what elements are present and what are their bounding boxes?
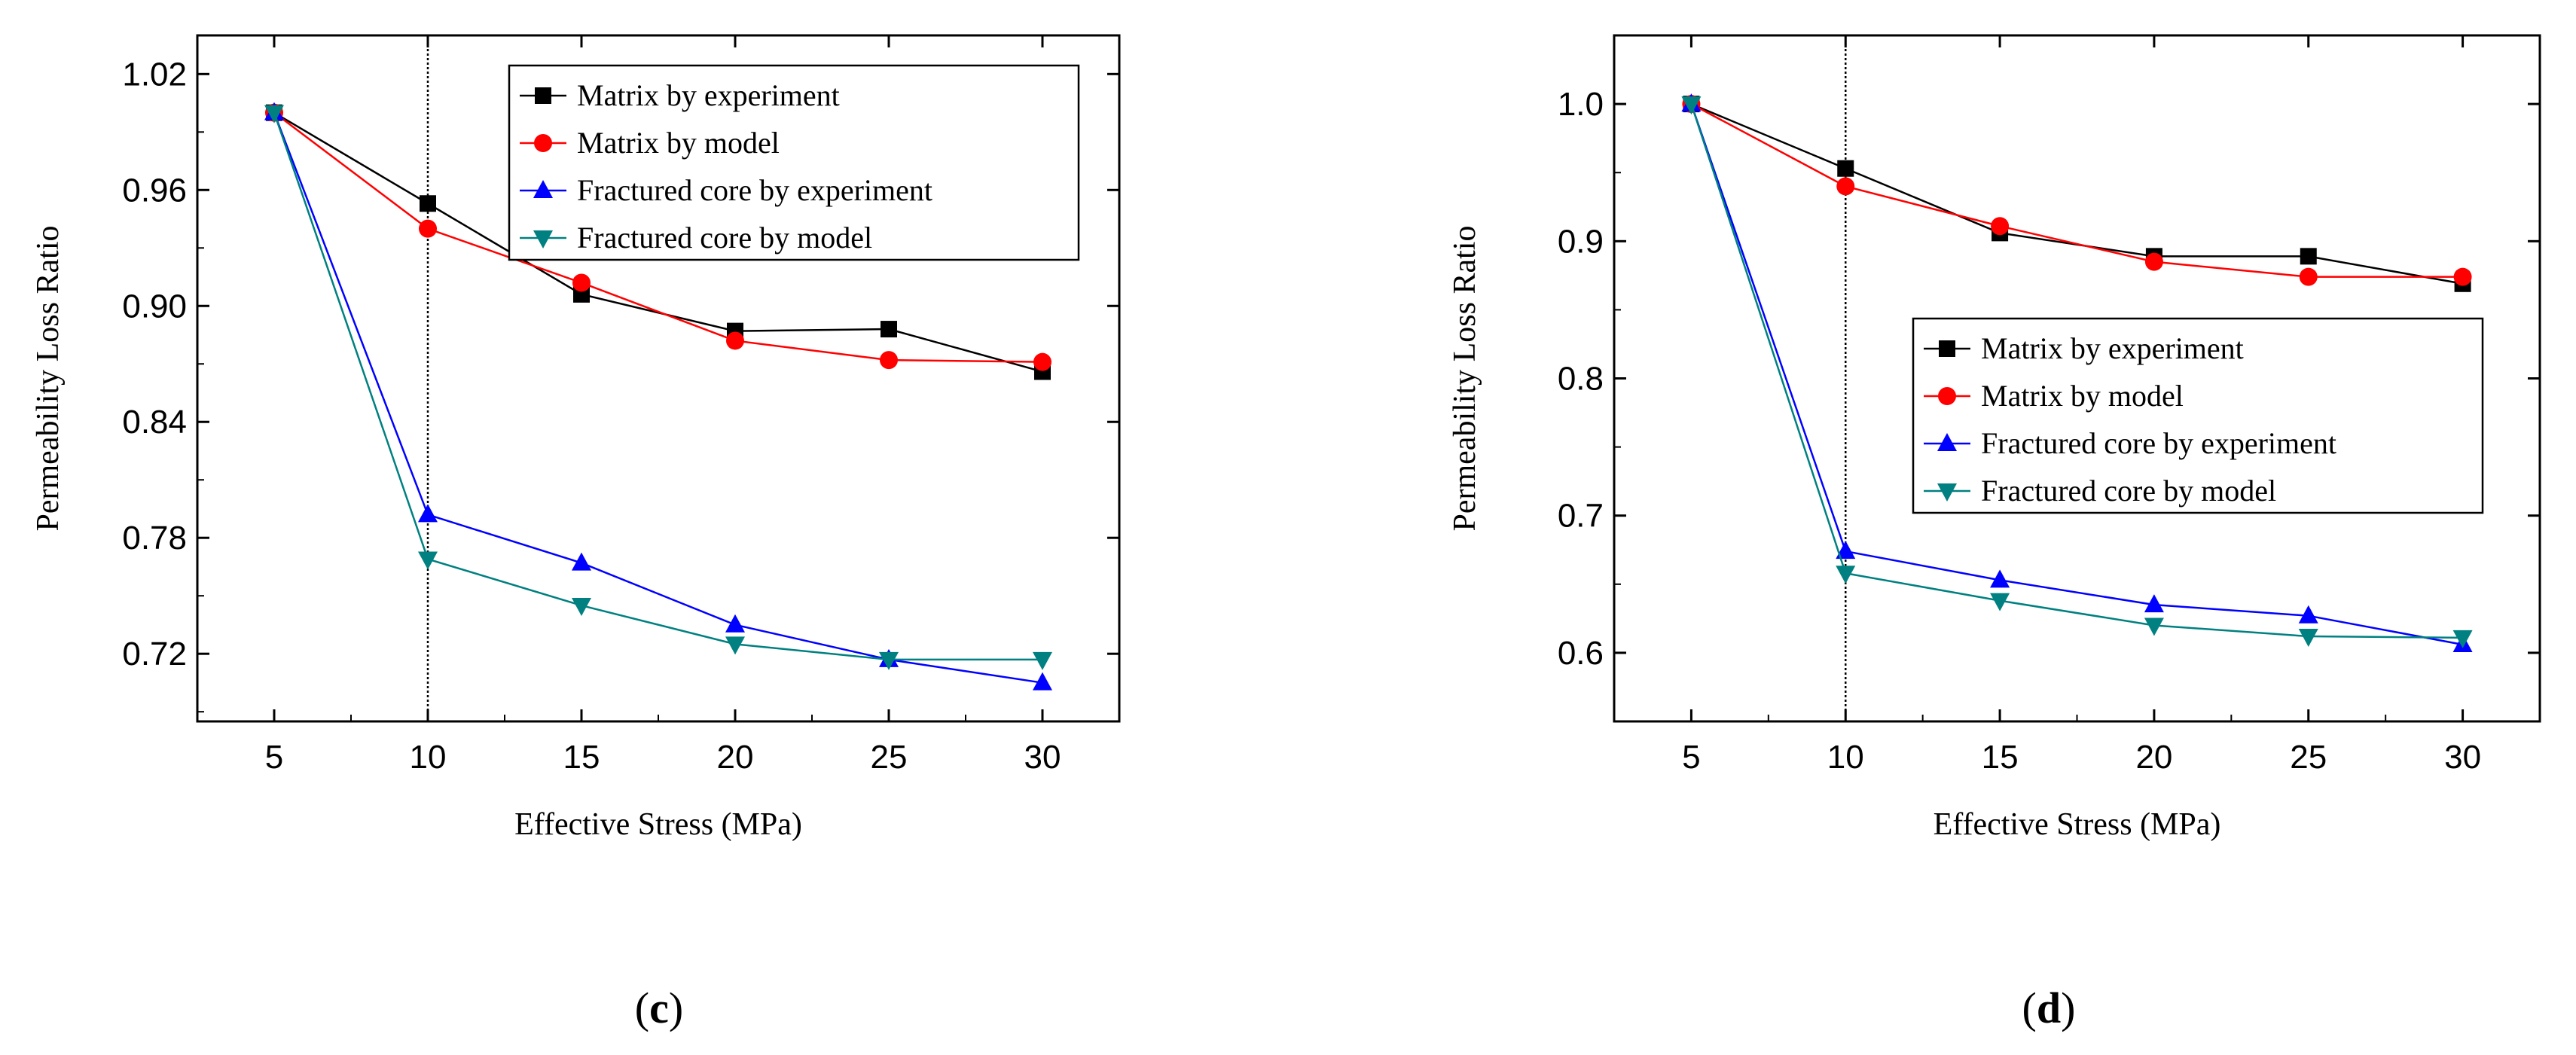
y-tick-label: 0.7 [1558, 498, 1604, 535]
data-point [879, 651, 899, 670]
series-triangle-up [1681, 93, 2473, 652]
x-tick-label: 20 [2135, 739, 2172, 776]
data-point [2299, 267, 2318, 286]
data-point [572, 273, 591, 292]
data-point [2452, 630, 2473, 648]
x-tick-label: 25 [2290, 739, 2327, 776]
legend-label: Matrix by experiment [1981, 331, 2244, 365]
y-axis-label: Permeability Loss Ratio [1448, 226, 1482, 532]
legend: Matrix by experiment Matrix by model Fract… [508, 64, 1080, 261]
data-point [1837, 160, 1854, 177]
y-tick-label: 0.72 [122, 636, 187, 672]
y-tick-label: 0.96 [122, 172, 187, 209]
y-axis-label: Permeability Loss Ratio [31, 226, 66, 532]
data-point [2298, 605, 2318, 624]
data-point [1033, 651, 1052, 670]
data-point [1033, 352, 1051, 371]
series-line [273, 112, 1042, 661]
data-point [1836, 177, 1855, 196]
series-triangle-down [1681, 96, 2473, 648]
legend-label: Fractured core by model [1981, 474, 2276, 508]
data-point [1990, 593, 2010, 611]
data-point [2300, 248, 2317, 265]
data-point [1990, 569, 2010, 588]
legend-label: Fractured core by experiment [1981, 426, 2336, 460]
x-axis-label: Effective Stress (MPa) [514, 807, 802, 842]
data-point [2144, 617, 2164, 636]
data-point [881, 321, 897, 338]
legend-marker [1937, 483, 1957, 502]
x-tick-label: 30 [2444, 739, 2481, 776]
x-tick-label: 15 [563, 739, 600, 776]
data-point [1681, 96, 1702, 115]
data-point [419, 219, 437, 238]
legend-box [508, 64, 1080, 261]
legend-marker [533, 230, 553, 249]
legend-marker [534, 134, 552, 152]
series-square [1683, 96, 2471, 292]
data-point [2144, 252, 2163, 271]
y-tick-label: 0.78 [122, 520, 187, 556]
data-point [418, 504, 438, 523]
legend-marker [1939, 340, 1955, 357]
data-point [1991, 217, 2010, 236]
data-point [418, 551, 438, 570]
legend-marker [1938, 387, 1956, 405]
legend-marker [1937, 433, 1957, 451]
series-line [273, 111, 1043, 363]
legend-marker [535, 87, 551, 104]
data-point [2144, 594, 2164, 613]
chart-panel-c: 5 10 15 20 25 30 0.72 0.78 0.84 0.90 0.96 1.02 Effec… [31, 34, 1121, 842]
data-point [1836, 541, 1856, 560]
panel-caption-d: (d) [2022, 983, 2076, 1032]
data-point [1033, 672, 1052, 691]
data-point [1836, 566, 1856, 584]
y-tick-label: 1.02 [122, 56, 187, 93]
y-tick-label: 0.90 [122, 288, 187, 325]
legend: Matrix by experiment Matrix by model Fract… [1912, 317, 2484, 514]
y-tick-label: 0.84 [122, 404, 187, 441]
series-line [1690, 103, 2463, 639]
data-point [420, 195, 436, 212]
data-point [725, 614, 745, 633]
series-triangle-down [264, 105, 1052, 670]
x-tick-label: 10 [1827, 739, 1864, 776]
chart-panel-d: 5 10 15 20 25 30 0.6 0.7 0.8 0.9 1.0 Effective Stre… [1448, 34, 2541, 842]
data-point [572, 552, 591, 571]
series-line [1690, 102, 2463, 278]
x-tick-label: 25 [871, 739, 908, 776]
series-line [1690, 102, 2463, 285]
legend-label: Matrix by model [577, 126, 780, 160]
series-line [273, 112, 1043, 684]
x-tick-label: 5 [265, 739, 283, 776]
series-line [1690, 103, 2463, 646]
legend-label: Fractured core by model [577, 221, 872, 255]
legend-label: Matrix by experiment [577, 78, 840, 112]
data-point [572, 598, 591, 617]
data-point [726, 331, 744, 350]
y-tick-label: 0.6 [1558, 635, 1604, 672]
data-point [880, 351, 898, 370]
data-point [2453, 267, 2472, 286]
legend-marker [533, 180, 553, 198]
legend-box [1912, 317, 2484, 514]
legend-label: Matrix by model [1981, 379, 2184, 413]
x-axis-label: Effective Stress (MPa) [1934, 807, 2221, 842]
data-point [264, 105, 284, 123]
y-tick-label: 0.9 [1558, 223, 1604, 260]
data-point [2298, 629, 2318, 648]
x-tick-label: 15 [1982, 739, 2019, 776]
legend-label: Fractured core by experiment [577, 173, 932, 207]
x-tick-label: 30 [1024, 739, 1061, 776]
x-tick-label: 10 [410, 739, 447, 776]
data-point [725, 636, 745, 655]
y-tick-label: 1.0 [1558, 86, 1604, 123]
x-tick-label: 5 [1682, 739, 1700, 776]
series-circle [1682, 95, 2472, 286]
panel-caption-c: (c) [635, 983, 683, 1032]
y-tick-label: 0.8 [1558, 361, 1604, 398]
x-tick-label: 20 [717, 739, 754, 776]
